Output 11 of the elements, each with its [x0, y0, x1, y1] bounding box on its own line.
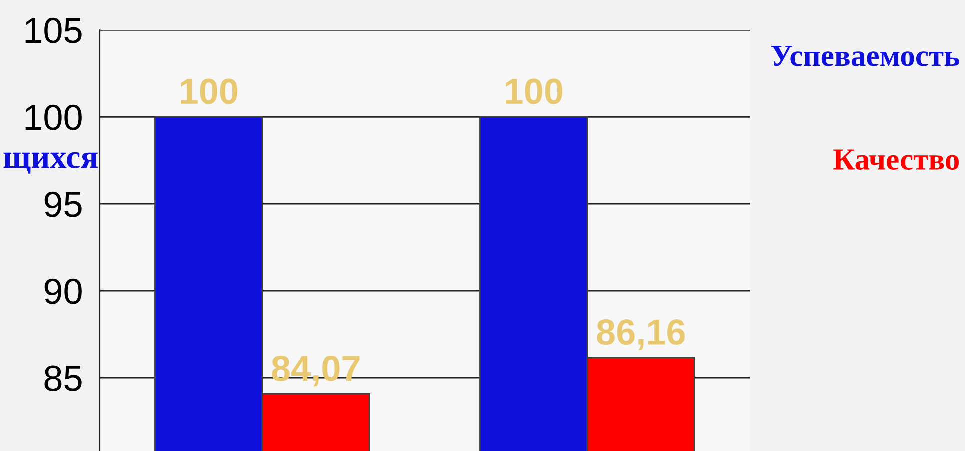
y-tick-label: 100: [26, 104, 82, 130]
text: Качество: [834, 150, 960, 170]
text: Успеваемость: [771, 46, 960, 66]
text: щихся: [4, 152, 98, 174]
y-tick-label: 90: [44, 278, 82, 304]
y-tick-label: 95: [44, 192, 82, 218]
data-label: 86,16: [597, 319, 686, 350]
data-label: 100: [506, 78, 563, 104]
y-tick-label: 105: [26, 18, 82, 44]
y-tick-label: 85: [44, 366, 82, 392]
data-label: 100: [181, 78, 238, 104]
